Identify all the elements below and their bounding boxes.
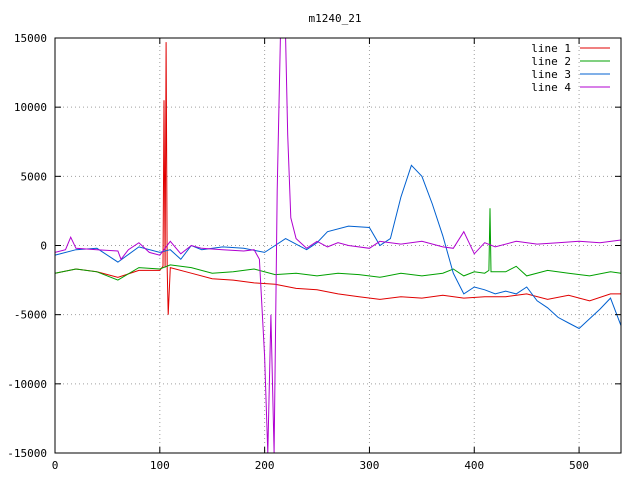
x-tick-label: 300 xyxy=(360,459,380,472)
x-tick-label: 400 xyxy=(464,459,484,472)
y-tick-label: 15000 xyxy=(14,32,47,45)
y-tick-label: 10000 xyxy=(14,101,47,114)
chart-title: m1240_21 xyxy=(309,12,362,25)
series-lines xyxy=(55,38,621,453)
x-tick-label: 500 xyxy=(569,459,589,472)
y-tick-label: -10000 xyxy=(7,378,47,391)
x-tick-label: 0 xyxy=(52,459,59,472)
series-3-line xyxy=(55,164,621,330)
x-tick-label: 100 xyxy=(150,459,170,472)
grid-lines xyxy=(55,38,621,453)
series-4-line xyxy=(55,38,621,453)
y-tick-label: 0 xyxy=(40,240,47,253)
y-tick-label: 5000 xyxy=(21,170,48,183)
legend-label: line 3 xyxy=(531,68,571,81)
legend-label: line 2 xyxy=(531,55,571,68)
axis-ticks: 0 100 200 300 400 500 -15000 -10000 -5000 0 5000 10… xyxy=(7,32,621,472)
legend-label: line 1 xyxy=(531,42,571,55)
x-tick-label: 200 xyxy=(255,459,275,472)
y-tick-label: -5000 xyxy=(14,309,47,322)
legend-label: line 4 xyxy=(531,81,571,94)
y-tick-label: -15000 xyxy=(7,447,47,460)
series-2-line xyxy=(55,208,621,281)
